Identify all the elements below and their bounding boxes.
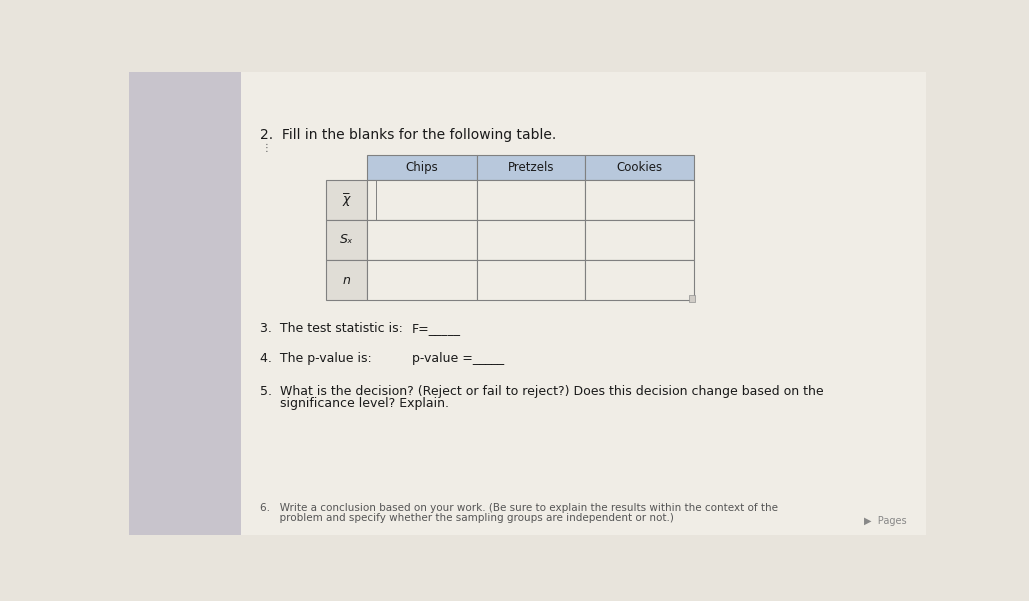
Bar [241, 72, 926, 535]
Text: ▶  Pages: ▶ Pages [864, 516, 907, 526]
Bar [366, 155, 476, 180]
Bar [366, 260, 476, 300]
Text: 2.  Fill in the blanks for the following table.: 2. Fill in the blanks for the following … [260, 127, 557, 142]
Bar [326, 180, 366, 220]
Bar [326, 260, 366, 300]
Text: n: n [343, 273, 350, 287]
Text: 5.  What is the decision? (Reject or fail to reject?) Does this decision change : 5. What is the decision? (Reject or fail… [260, 385, 824, 398]
Text: F=_____: F=_____ [412, 322, 461, 335]
Text: significance level? Explain.: significance level? Explain. [260, 397, 450, 410]
Text: 3.  The test statistic is:: 3. The test statistic is: [260, 322, 403, 335]
Bar [476, 155, 586, 180]
Text: χ̅: χ̅ [343, 194, 350, 206]
Text: Chips: Chips [405, 161, 438, 174]
Bar [586, 220, 694, 260]
Text: 4.  The p-value is:: 4. The p-value is: [260, 352, 372, 365]
Bar [689, 296, 696, 302]
Bar [586, 180, 694, 220]
Text: Pretzels: Pretzels [507, 161, 554, 174]
Bar [476, 180, 586, 220]
Text: 6.   Write a conclusion based on your work. (Be sure to explain the results with: 6. Write a conclusion based on your work… [260, 502, 778, 513]
Bar [586, 155, 694, 180]
Bar [129, 72, 241, 535]
Text: Cookies: Cookies [616, 161, 663, 174]
Text: Sₓ: Sₓ [340, 233, 353, 246]
Bar [476, 220, 586, 260]
Bar [366, 220, 476, 260]
Bar [586, 260, 694, 300]
Bar [366, 180, 476, 220]
Text: ⋮: ⋮ [262, 143, 272, 153]
Bar [326, 220, 366, 260]
Text: p-value =_____: p-value =_____ [412, 352, 503, 365]
Bar [476, 260, 586, 300]
Text: problem and specify whether the sampling groups are independent or not.): problem and specify whether the sampling… [260, 513, 674, 523]
